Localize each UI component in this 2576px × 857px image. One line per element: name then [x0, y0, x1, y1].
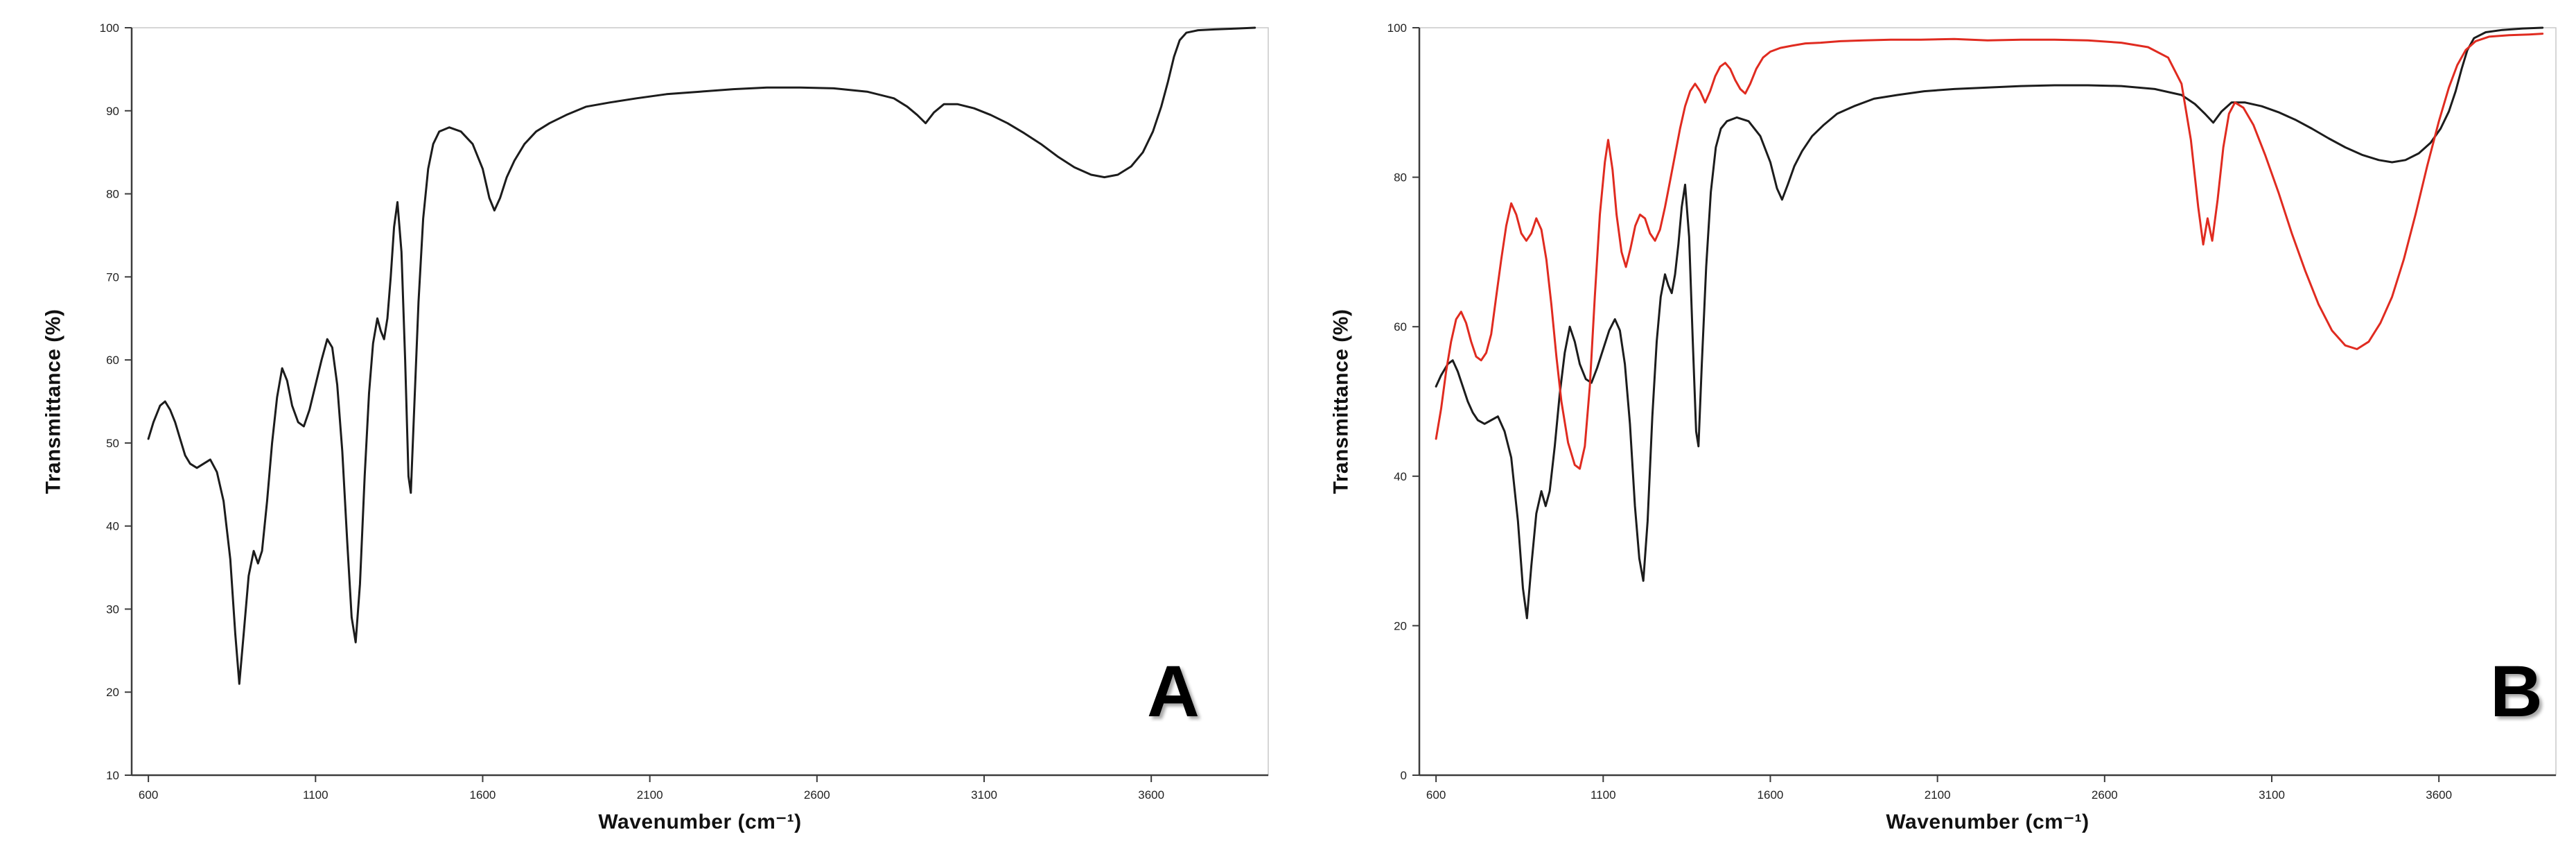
svg-text:80: 80 — [106, 188, 119, 201]
svg-text:70: 70 — [106, 270, 119, 284]
svg-text:1600: 1600 — [1758, 788, 1784, 802]
svg-text:60: 60 — [106, 354, 119, 367]
svg-text:20: 20 — [1394, 619, 1407, 632]
svg-text:80: 80 — [1394, 171, 1407, 184]
svg-text:2600: 2600 — [804, 788, 830, 802]
svg-text:600: 600 — [1426, 788, 1446, 802]
panel-a: 600 1100 1600 2100 2600 3100 3600 10 20 30 40 50 60 7… — [42, 21, 1269, 833]
svg-text:40: 40 — [1394, 470, 1407, 483]
svg-text:0: 0 — [1401, 769, 1407, 782]
svg-text:1600: 1600 — [470, 788, 496, 802]
svg-text:600: 600 — [139, 788, 158, 802]
svg-text:2100: 2100 — [637, 788, 663, 802]
svg-text:2100: 2100 — [1925, 788, 1951, 802]
svg-text:20: 20 — [106, 686, 119, 699]
svg-text:3100: 3100 — [971, 788, 997, 802]
svg-text:90: 90 — [106, 105, 119, 118]
svg-text:10: 10 — [106, 769, 119, 782]
svg-text:100: 100 — [1387, 21, 1407, 35]
svg-text:1100: 1100 — [303, 788, 328, 802]
svg-text:1100: 1100 — [1591, 788, 1616, 802]
svg-text:30: 30 — [106, 603, 119, 616]
svg-text:40: 40 — [106, 520, 119, 533]
panel-b: 600 1100 1600 2100 2600 3100 3600 0 20 40 60 80 100 … — [1288, 0, 2575, 857]
svg-text:60: 60 — [1394, 320, 1407, 334]
svg-text:3600: 3600 — [2426, 788, 2452, 802]
svg-text:3100: 3100 — [2259, 788, 2285, 802]
svg-text:100: 100 — [100, 21, 119, 35]
ir-spectrum-chart-b: 600 1100 1600 2100 2600 3100 3600 0 20 40 60 80 100 — [1387, 21, 2557, 802]
svg-text:2600: 2600 — [2092, 788, 2118, 802]
ir-spectrum-chart-a: 600 1100 1600 2100 2600 3100 3600 10 20 30 40 50 60 7… — [100, 21, 1269, 802]
svg-text:3600: 3600 — [1138, 788, 1164, 802]
svg-text:50: 50 — [106, 437, 119, 450]
